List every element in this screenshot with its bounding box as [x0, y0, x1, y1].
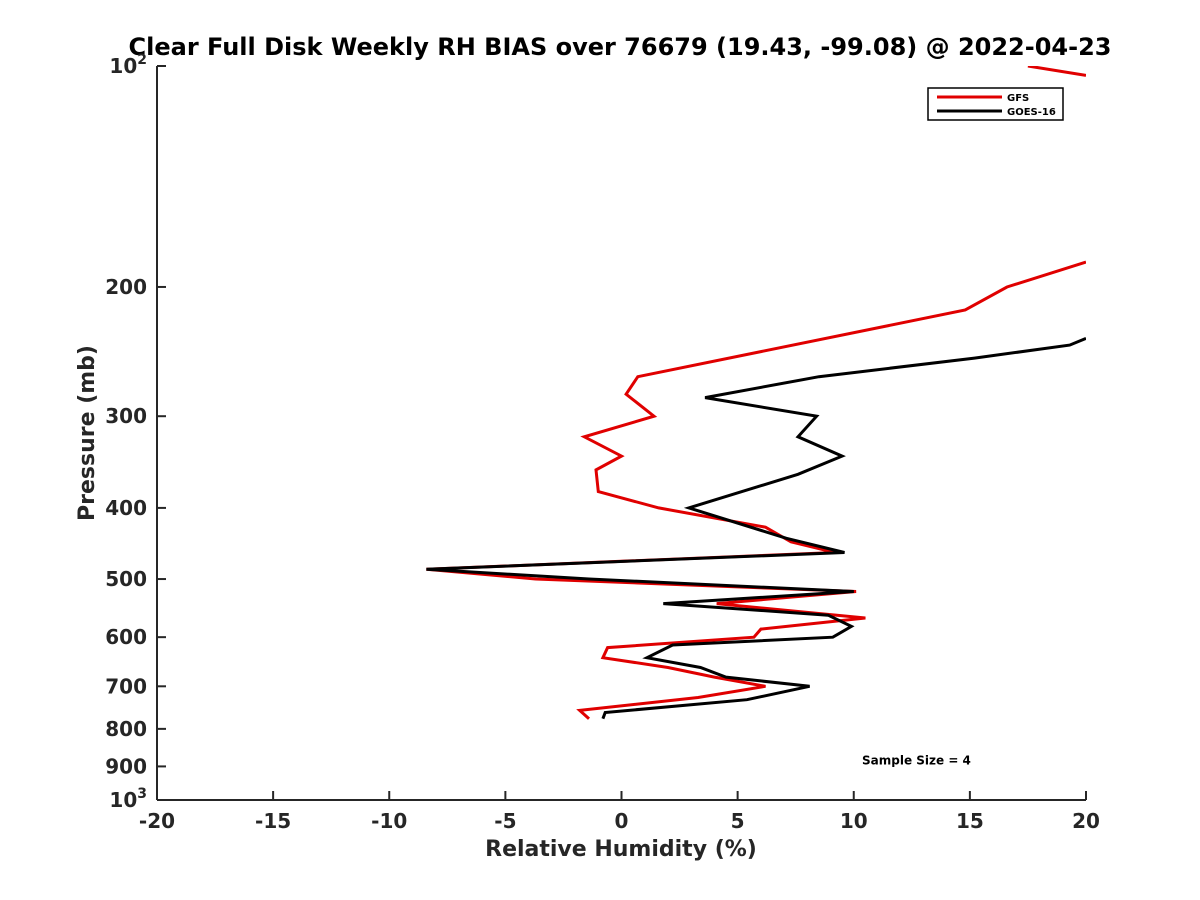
- y-tick-label: 700: [105, 674, 147, 698]
- x-tick-label: 0: [615, 809, 629, 833]
- x-tick-label: 5: [731, 809, 745, 833]
- y-tick-label: 500: [105, 567, 147, 591]
- x-tick-label: -5: [494, 809, 516, 833]
- y-tick-label: 300: [105, 404, 147, 428]
- chart-title: Clear Full Disk Weekly RH BIAS over 7667…: [129, 33, 1112, 61]
- x-tick-label: -15: [255, 809, 291, 833]
- legend-box: [927, 87, 1064, 121]
- x-tick-label: 15: [956, 809, 984, 833]
- legend-entry: GFS: [1007, 93, 1029, 104]
- y-tick-label: 800: [105, 717, 147, 741]
- y-tick-label: 102: [109, 52, 147, 78]
- y-tick-label: 200: [105, 275, 147, 299]
- annotation-text: Sample Size = 4: [862, 753, 971, 767]
- y-tick-label: 600: [105, 625, 147, 649]
- series-layer: [426, 66, 1086, 720]
- legend: GFS GOES-16: [927, 87, 1064, 121]
- x-tick-label: -10: [371, 809, 407, 833]
- x-axis-label: Relative Humidity (%): [485, 837, 757, 862]
- annotation-layer: Sample Size = 4: [862, 753, 971, 767]
- x-tick-label: -20: [139, 809, 175, 833]
- y-axis-label: Pressure (mb): [75, 345, 100, 521]
- y-tick-label: 103: [109, 786, 147, 812]
- series-line-gfs: [426, 260, 1086, 720]
- series-line-gfs: [1027, 66, 1086, 77]
- y-tick-label: 900: [105, 754, 147, 778]
- legend-entry: GOES-16: [1007, 107, 1056, 118]
- y-tick-label: 400: [105, 496, 147, 520]
- tick-layer: -20 -15 -10 -5 0 5 10 15 20 102 200 300 400 500 600 700…: [105, 52, 1100, 833]
- series-line-goes-16: [426, 337, 1086, 720]
- plot-axes: [156, 66, 1086, 801]
- x-tick-label: 20: [1072, 809, 1100, 833]
- x-tick-label: 10: [840, 809, 868, 833]
